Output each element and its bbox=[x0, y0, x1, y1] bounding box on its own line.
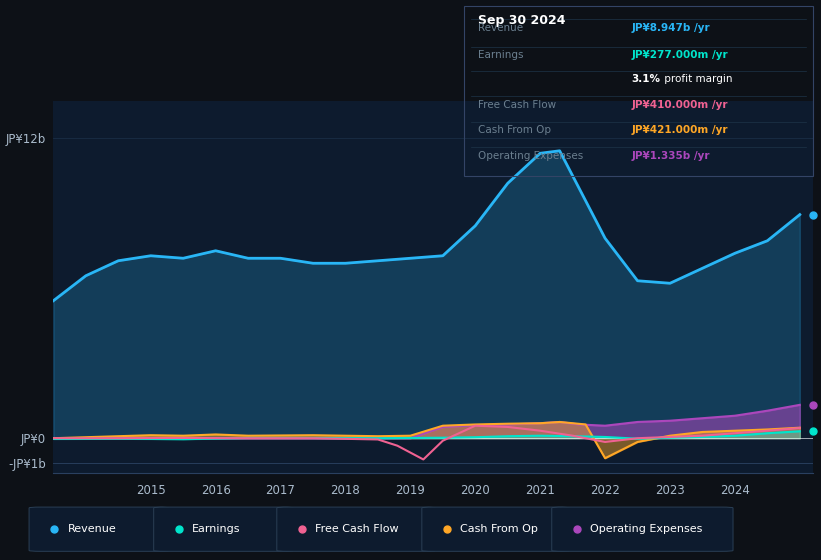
Text: Earnings: Earnings bbox=[478, 50, 523, 60]
Text: JP¥1.335b /yr: JP¥1.335b /yr bbox=[631, 151, 710, 161]
Text: 3.1%: 3.1% bbox=[631, 74, 660, 84]
FancyBboxPatch shape bbox=[277, 507, 435, 551]
Text: Free Cash Flow: Free Cash Flow bbox=[315, 524, 399, 534]
Text: Operating Expenses: Operating Expenses bbox=[478, 151, 583, 161]
FancyBboxPatch shape bbox=[154, 507, 293, 551]
FancyBboxPatch shape bbox=[552, 507, 733, 551]
Text: JP¥277.000m /yr: JP¥277.000m /yr bbox=[631, 50, 728, 60]
Text: Cash From Op: Cash From Op bbox=[461, 524, 539, 534]
Text: Earnings: Earnings bbox=[192, 524, 241, 534]
Text: profit margin: profit margin bbox=[661, 74, 732, 84]
Text: JP¥410.000m /yr: JP¥410.000m /yr bbox=[631, 100, 728, 110]
FancyBboxPatch shape bbox=[29, 507, 169, 551]
Text: Revenue: Revenue bbox=[478, 23, 523, 32]
Text: Operating Expenses: Operating Expenses bbox=[590, 524, 703, 534]
Text: JP¥421.000m /yr: JP¥421.000m /yr bbox=[631, 125, 728, 135]
Text: Free Cash Flow: Free Cash Flow bbox=[478, 100, 556, 110]
FancyBboxPatch shape bbox=[422, 507, 569, 551]
Text: Revenue: Revenue bbox=[67, 524, 117, 534]
Text: Sep 30 2024: Sep 30 2024 bbox=[478, 14, 566, 27]
Text: JP¥8.947b /yr: JP¥8.947b /yr bbox=[631, 23, 710, 32]
Text: Cash From Op: Cash From Op bbox=[478, 125, 551, 135]
